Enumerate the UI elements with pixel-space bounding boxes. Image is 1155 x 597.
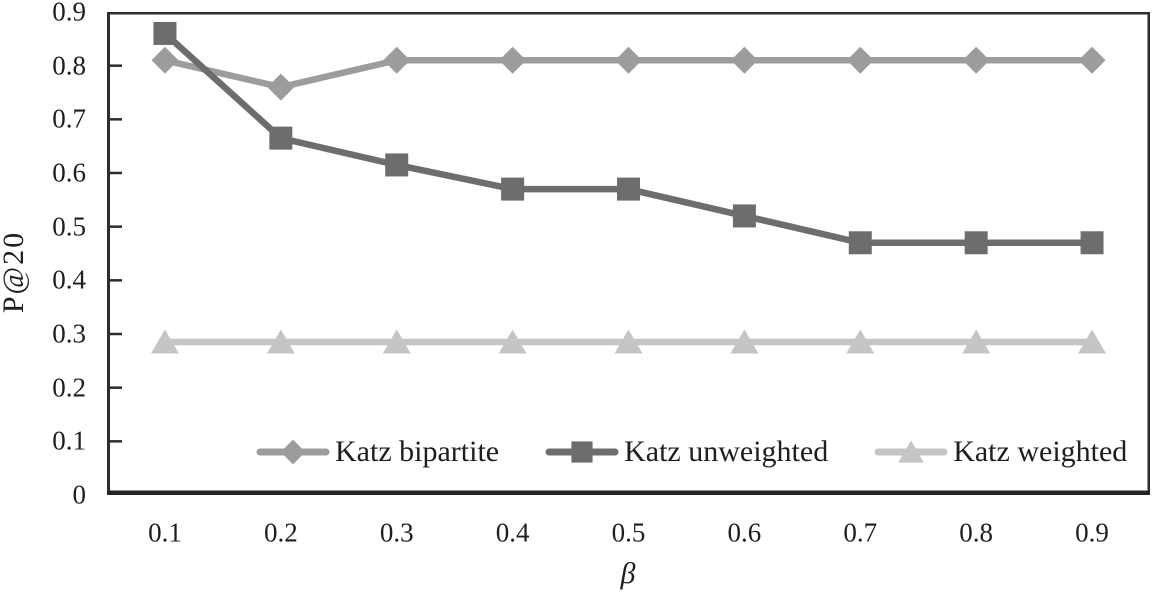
legend-label: Katz unweighted <box>624 435 829 468</box>
plot-area <box>107 12 1150 495</box>
x-tick-label: 0.8 <box>959 517 994 548</box>
x-tick-label: 0.2 <box>263 517 298 548</box>
square-icon <box>571 441 593 463</box>
data-point-marker <box>382 329 411 354</box>
y-tick-label: 0 <box>72 479 87 510</box>
y-axis-title: P@20 <box>0 230 30 314</box>
data-point-marker <box>1078 329 1107 354</box>
y-tick-label: 0.4 <box>52 264 86 295</box>
legend-item-katz-weighted: Katz weighted <box>874 437 1127 467</box>
triangle-icon <box>898 440 925 463</box>
y-tick-label: 0.3 <box>52 318 86 349</box>
series-katz-bipartite <box>151 46 1106 101</box>
data-point-marker <box>617 177 640 201</box>
data-point-marker <box>499 46 527 74</box>
x-tick-label: 0.3 <box>379 517 414 548</box>
y-tick-label: 0.2 <box>52 372 86 403</box>
data-point-marker <box>267 73 295 101</box>
legend: Katz bipartite Katz unweighted Katz weight… <box>256 437 1127 467</box>
series-katz-unweighted <box>153 21 1104 255</box>
data-point-marker <box>1080 231 1104 255</box>
legend-label: Katz weighted <box>953 435 1128 468</box>
x-tick-label: 0.1 <box>148 517 182 548</box>
data-point-marker <box>269 126 293 150</box>
x-tick-label: 0.6 <box>727 517 762 548</box>
x-tick-label: 0.9 <box>1075 517 1109 548</box>
data-point-marker <box>150 329 179 354</box>
y-tick-label: 0.9 <box>52 0 86 27</box>
legend-label: Katz bipartite <box>335 435 500 468</box>
x-tick-label: 0.5 <box>611 517 646 548</box>
data-point-marker <box>730 329 759 354</box>
y-tick-label: 0.5 <box>52 211 86 242</box>
y-tick-label: 0.8 <box>52 50 86 81</box>
square-legend-marker-icon <box>545 441 619 463</box>
data-point-marker <box>732 204 756 228</box>
data-point-marker <box>383 46 411 74</box>
x-tick-label: 0.4 <box>495 517 530 548</box>
data-point-marker <box>846 329 875 354</box>
data-point-marker <box>614 329 643 354</box>
data-point-marker <box>153 21 177 45</box>
triangle-legend-marker-icon <box>874 440 948 463</box>
x-tick-label: 0.7 <box>843 517 878 548</box>
diamond-legend-marker-icon <box>256 439 330 465</box>
x-axis-title: β <box>620 557 636 590</box>
data-point-marker <box>266 329 295 354</box>
data-point-marker <box>501 177 525 201</box>
diamond-icon <box>280 439 306 465</box>
series-katz-weighted <box>150 329 1107 354</box>
data-point-marker <box>498 329 527 354</box>
data-point-marker <box>964 231 988 255</box>
data-point-marker <box>1078 46 1106 74</box>
data-point-marker <box>151 46 179 74</box>
legend-item-katz-bipartite: Katz bipartite <box>256 437 499 467</box>
data-point-marker <box>962 329 991 354</box>
data-point-marker <box>730 46 758 74</box>
data-point-marker <box>615 46 642 74</box>
y-tick-label: 0.7 <box>52 103 86 134</box>
data-point-marker <box>385 153 409 177</box>
y-tick-label: 0.6 <box>52 157 86 188</box>
y-tick-label: 0.1 <box>52 425 86 456</box>
data-point-marker <box>846 46 874 74</box>
data-point-marker <box>962 46 990 74</box>
legend-item-katz-unweighted: Katz unweighted <box>545 437 828 467</box>
data-point-marker <box>848 231 872 255</box>
